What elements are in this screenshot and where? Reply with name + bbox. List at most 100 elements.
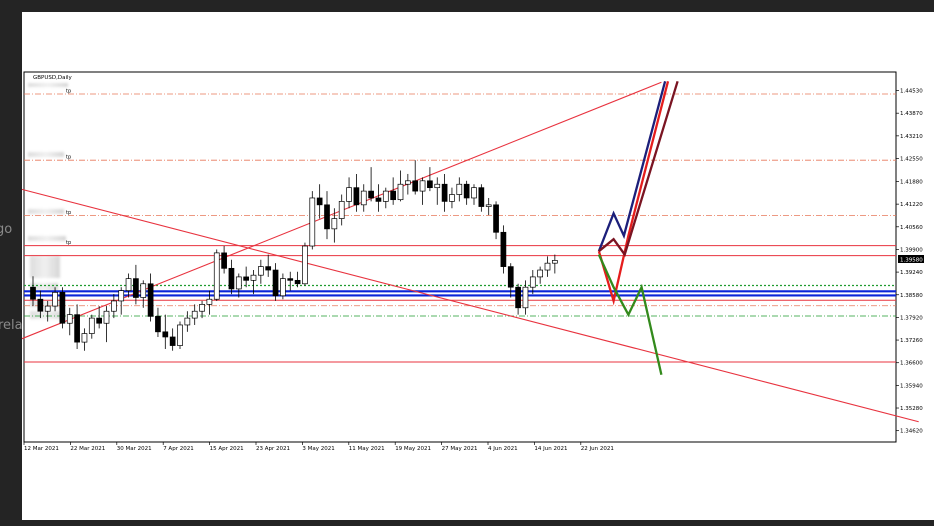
candle-body xyxy=(258,266,264,276)
candle-body xyxy=(485,204,492,207)
candle-body xyxy=(478,187,485,207)
candle-body xyxy=(302,245,308,285)
projection-paths xyxy=(597,80,679,375)
current-price-tag xyxy=(898,255,924,263)
candle-body xyxy=(96,317,103,324)
candle-body xyxy=(169,336,176,346)
price-tick-label: 1.41880 xyxy=(900,179,923,185)
price-tick-label: 1.35940 xyxy=(900,383,923,389)
candle-body xyxy=(52,292,58,307)
current-price-label: 1.39580 xyxy=(900,258,923,264)
time-tick-label: 15 Apr 2021 xyxy=(210,446,244,452)
projection-path[interactable] xyxy=(597,254,663,375)
candle-body xyxy=(522,286,529,309)
time-tick-label: 12 Mar 2021 xyxy=(24,446,59,452)
candle-body xyxy=(228,267,235,290)
candle-body xyxy=(493,204,499,233)
candle-body xyxy=(449,194,455,202)
price-tick-label: 1.38580 xyxy=(900,293,923,299)
candle-body xyxy=(280,278,286,297)
candle-body xyxy=(441,183,448,202)
tp-label: tp xyxy=(66,210,71,216)
candle-body xyxy=(88,317,95,334)
candle-body xyxy=(243,276,249,281)
candle-body xyxy=(81,333,88,343)
candle-body xyxy=(272,269,279,297)
edge-text: rela xyxy=(0,318,23,333)
price-tick-label: 1.39900 xyxy=(900,247,923,253)
projection-path[interactable] xyxy=(597,81,667,252)
blurred-label xyxy=(30,256,60,278)
trendlines xyxy=(21,81,919,423)
candle-body xyxy=(405,180,411,185)
candle-body xyxy=(427,180,433,189)
time-tick-label: 11 May 2021 xyxy=(349,446,385,452)
price-tick-label: 1.44530 xyxy=(900,89,923,95)
candle-body xyxy=(309,197,316,247)
candle-body xyxy=(537,269,544,278)
time-tick-label: 4 Jun 2021 xyxy=(488,446,518,452)
time-tick-label: 30 Mar 2021 xyxy=(117,446,152,452)
price-tick-label: 1.43870 xyxy=(900,111,923,117)
time-tick-label: 14 Jun 2021 xyxy=(534,446,567,452)
tp-labels: tp tp tp tp xyxy=(66,88,71,246)
candle-body xyxy=(434,183,441,189)
price-tick-label: 1.35280 xyxy=(900,406,923,412)
tp-label: tp xyxy=(66,88,71,94)
candle-body xyxy=(162,331,169,338)
candle-body xyxy=(221,252,227,269)
candle-body xyxy=(110,300,117,312)
time-tick-label: 22 Jun 2021 xyxy=(581,446,614,452)
candle-body xyxy=(390,190,396,201)
time-tick-label: 7 Apr 2021 xyxy=(163,446,194,452)
candle-body xyxy=(368,190,374,199)
price-tick-label: 1.40560 xyxy=(900,225,923,231)
blurred-label xyxy=(28,83,68,87)
candle-body xyxy=(118,290,125,302)
candle-body xyxy=(507,266,514,288)
candle-body xyxy=(103,310,110,324)
price-tick-label: 1.43210 xyxy=(900,134,923,140)
time-axis: 12 Mar 2021 22 Mar 2021 30 Mar 2021 7 Apr 2… xyxy=(23,442,614,452)
time-tick-label: 23 Apr 2021 xyxy=(256,446,290,452)
projection-path[interactable] xyxy=(598,80,679,258)
candle-body xyxy=(294,279,301,285)
candle-body xyxy=(412,180,419,192)
candle-body xyxy=(419,180,426,192)
plot-border xyxy=(23,71,897,443)
time-tick-label: 3 May 2021 xyxy=(302,446,334,452)
candle-body xyxy=(529,276,536,288)
price-tick-label: 1.36600 xyxy=(900,361,923,367)
candle-body xyxy=(147,283,154,317)
blurred-label xyxy=(30,300,62,307)
candle-body xyxy=(44,305,51,312)
time-tick-label: 19 May 2021 xyxy=(395,446,431,452)
candle-body xyxy=(37,298,44,312)
blurred-label xyxy=(28,209,64,214)
candle-body xyxy=(30,286,36,300)
candles xyxy=(30,160,558,351)
blurred-label xyxy=(28,152,64,157)
candle-body xyxy=(515,286,521,309)
candle-body xyxy=(74,314,80,343)
candle-body xyxy=(471,187,477,199)
candle-body xyxy=(199,304,205,312)
candle-body xyxy=(316,197,323,206)
candle-body xyxy=(133,278,139,298)
chart-title: GBPUSD,Daily xyxy=(33,75,73,81)
candle-body xyxy=(265,266,272,271)
edge-text: go xyxy=(0,222,13,237)
candle-body xyxy=(360,190,367,206)
candle-body xyxy=(125,278,132,291)
candle-body xyxy=(155,316,161,333)
price-tick-label: 1.37920 xyxy=(900,315,923,321)
candle-body xyxy=(353,187,360,206)
price-tick-label: 1.41220 xyxy=(900,202,923,208)
candle-body xyxy=(551,260,558,264)
candle-body xyxy=(382,190,389,202)
projection-path[interactable] xyxy=(597,81,670,306)
trendline[interactable] xyxy=(21,188,919,423)
candle-body xyxy=(191,310,198,319)
candle-body xyxy=(206,298,213,305)
